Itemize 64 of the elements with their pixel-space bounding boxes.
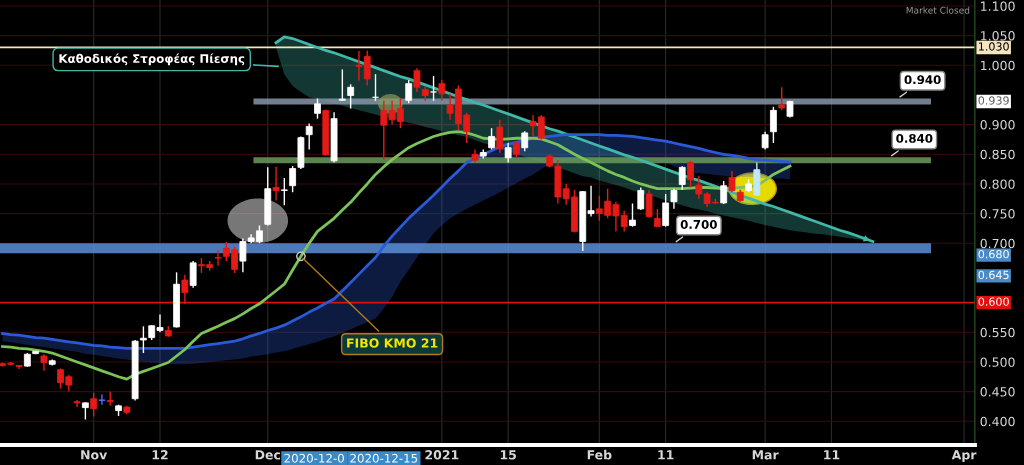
annotation: Καθοδικός Στροφέας Πίεσης (59, 53, 245, 66)
candlestick (347, 83, 355, 110)
text: FIBO KMO 21 (347, 338, 438, 348)
candlestick (280, 177, 288, 206)
candlestick (140, 325, 147, 354)
x-tick-label: Mar (752, 450, 779, 460)
y-tick-label: 0.450 (980, 387, 1015, 397)
ref-line-label: 0.600 (978, 297, 1009, 306)
candlestick (413, 67, 421, 93)
y-tick-label: 0.800 (980, 179, 1015, 189)
candlestick (189, 260, 197, 289)
candlestick (98, 393, 106, 406)
candlestick (678, 165, 686, 191)
y-tick-label: 0.750 (980, 209, 1015, 219)
candlestick (289, 165, 297, 193)
candlestick (770, 106, 777, 144)
band-label: 0.840 (896, 133, 933, 143)
candlestick (728, 170, 736, 193)
candlestick (496, 119, 504, 154)
y-tick-label: 0.400 (980, 416, 1015, 427)
candlestick (521, 130, 529, 152)
ref-line-label: 1.030 (978, 42, 1009, 51)
candlestick (214, 249, 222, 267)
candlestick (629, 202, 636, 228)
candlestick (338, 68, 346, 102)
text: 2020-12-15 (350, 453, 418, 463)
y-tick-label: 0.850 (980, 149, 1015, 160)
annotation: 0.645 (978, 270, 1009, 280)
band-label: 0.940 (904, 75, 941, 85)
y-tick-label: 1.000 (981, 60, 1015, 71)
annotation: Market Closed (906, 6, 970, 14)
x-tick-label: Apr (951, 450, 977, 462)
y-tick-label: 0.500 (980, 357, 1015, 367)
y-tick-label: 0.550 (980, 327, 1015, 338)
candlestick (687, 160, 694, 189)
candlestick (670, 187, 678, 210)
x-tick-label: 11 (658, 450, 674, 460)
candlestick (662, 193, 670, 228)
band-label: 0.700 (680, 219, 717, 229)
x-tick-label: 2021 (425, 450, 459, 460)
y-tick-label: 0.900 (980, 120, 1015, 130)
candlestick (272, 166, 280, 202)
x-tick-label: Dec (255, 450, 281, 460)
y-tick-label: 1.100 (981, 1, 1015, 11)
candlestick (90, 392, 98, 418)
x-tick-label: Nov (81, 450, 108, 460)
x-tick-label: Feb (587, 449, 612, 460)
x-tick-label: 15 (500, 450, 516, 460)
candlestick (430, 75, 437, 102)
annotation: 0.939 (978, 96, 1009, 105)
y-tick-label: 1.050 (981, 31, 1015, 41)
y-tick-label: 0.700 (980, 238, 1015, 249)
candlestick (314, 97, 321, 120)
annotation: 0.680 (978, 249, 1009, 259)
x-tick-label: 12 (152, 450, 168, 460)
candlestick (778, 86, 786, 112)
candlestick (645, 189, 653, 219)
candlestick (438, 79, 446, 102)
x-tick-label: 11 (824, 450, 840, 460)
candlestick (305, 122, 313, 151)
candlestick (405, 79, 413, 104)
candlestick (488, 127, 495, 151)
text: 2020-12-0 (284, 453, 344, 463)
candlestick (504, 142, 512, 164)
